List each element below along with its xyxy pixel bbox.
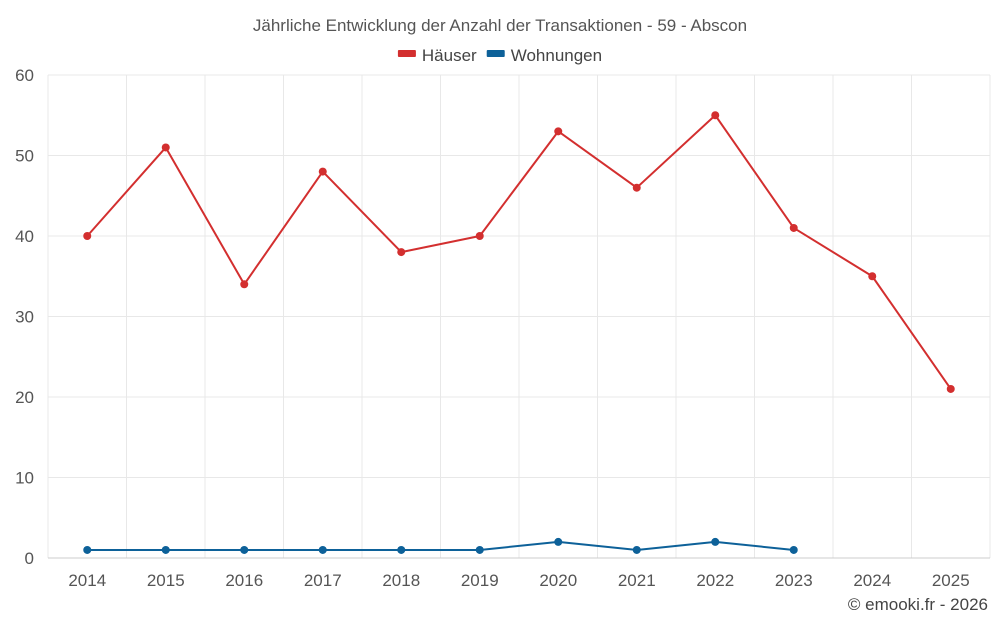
data-point[interactable] (789, 545, 798, 554)
x-tick-label: 2025 (932, 571, 970, 590)
data-point[interactable] (318, 167, 327, 176)
axes: 0 10 20 30 40 50 60 2014 2015 2016 2017 2018 2019 202… (15, 66, 990, 590)
y-tick-label: 0 (25, 549, 34, 568)
legend-item[interactable]: Häuser (397, 46, 477, 65)
legend-swatch (486, 50, 505, 57)
x-tick-label: 2014 (68, 571, 106, 590)
data-point[interactable] (632, 183, 641, 192)
legend-label: Häuser (422, 46, 477, 65)
x-tick-label: 2020 (539, 571, 577, 590)
x-tick-label: 2016 (225, 571, 263, 590)
data-point[interactable] (161, 545, 170, 554)
legend: Häuser Wohnungen (397, 46, 602, 65)
data-point[interactable] (83, 232, 92, 240)
grid (47, 74, 991, 558)
data-point[interactable] (554, 537, 563, 546)
y-tick-label: 20 (15, 388, 34, 407)
x-tick-label: 2015 (147, 571, 185, 590)
y-tick-label: 60 (15, 66, 34, 85)
x-tick-label: 2018 (382, 571, 420, 590)
credit-text: © emooki.fr - 2026 (848, 595, 988, 614)
data-point[interactable] (711, 111, 720, 120)
data-point[interactable] (632, 545, 641, 554)
data-point[interactable] (240, 545, 249, 554)
legend-swatch (397, 50, 416, 57)
y-tick-label: 50 (15, 147, 34, 166)
series-1 (83, 537, 798, 554)
data-point[interactable] (161, 143, 170, 152)
data-point[interactable] (946, 384, 955, 393)
data-point[interactable] (397, 248, 406, 257)
data-point[interactable] (868, 272, 877, 281)
y-tick-label: 30 (15, 308, 34, 327)
legend-label: Wohnungen (511, 46, 602, 65)
series (83, 111, 955, 554)
chart-title: Jährliche Entwicklung der Anzahl der Tra… (253, 16, 747, 35)
data-point[interactable] (240, 280, 249, 289)
data-point[interactable] (554, 127, 563, 136)
x-tick-label: 2023 (775, 571, 813, 590)
x-tick-label: 2019 (461, 571, 499, 590)
series-line (86, 114, 952, 390)
x-tick-label: 2021 (618, 571, 656, 590)
legend-item[interactable]: Wohnungen (486, 46, 602, 65)
y-tick-label: 10 (15, 469, 34, 488)
data-point[interactable] (318, 545, 327, 554)
x-tick-label: 2017 (304, 571, 342, 590)
data-point[interactable] (475, 545, 484, 554)
data-point[interactable] (397, 545, 406, 554)
series-0 (83, 111, 955, 393)
data-point[interactable] (83, 545, 92, 554)
data-point[interactable] (475, 232, 484, 240)
x-tick-label: 2022 (696, 571, 734, 590)
y-tick-label: 40 (15, 227, 34, 246)
data-point[interactable] (789, 223, 798, 232)
x-tick-label: 2024 (853, 571, 891, 590)
data-point[interactable] (711, 537, 720, 546)
series-line (87, 540, 794, 551)
